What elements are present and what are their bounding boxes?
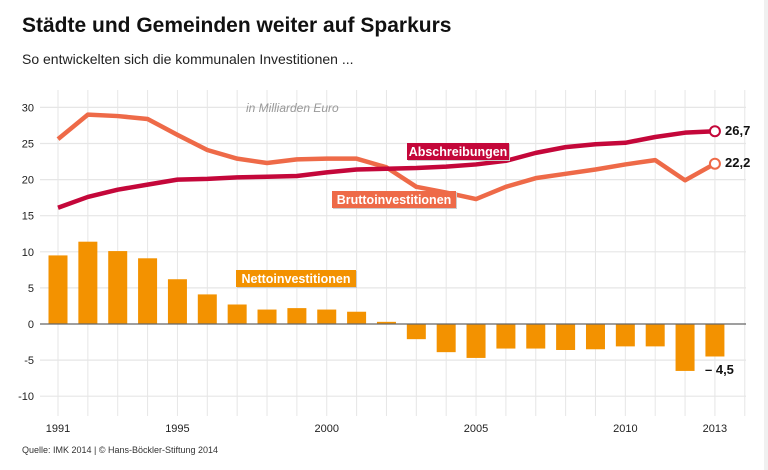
bar-nettoinvestitionen <box>347 311 367 324</box>
legend-label-abschreibungen-box <box>407 143 509 160</box>
bar-nettoinvestitionen <box>675 324 695 371</box>
y-tick-label: 0 <box>28 319 34 331</box>
y-tick-label: 30 <box>22 102 34 114</box>
y-tick-label: 25 <box>22 139 34 151</box>
bar-nettoinvestitionen <box>615 324 635 347</box>
x-tick-label: 1991 <box>46 423 70 435</box>
x-tick-label: 2005 <box>464 423 488 435</box>
bar-nettoinvestitionen <box>496 324 516 349</box>
y-tick-label: -5 <box>24 355 34 367</box>
bar-nettoinvestitionen <box>108 251 128 324</box>
y-tick-label: -10 <box>18 391 34 403</box>
legend-label-abschreibungen: Abschreibungen <box>409 145 508 159</box>
end-label-bruttoinvestitionen: 22,2 <box>725 155 750 170</box>
bar-nettoinvestitionen <box>167 279 187 324</box>
chart-title: Städte und Gemeinden weiter auf Sparkurs <box>22 14 452 37</box>
line-abschreibungen <box>57 128 716 210</box>
x-tick-label: 2013 <box>703 423 727 435</box>
right-edge <box>764 0 768 470</box>
unit-note: in Milliarden Euro <box>246 101 339 115</box>
bar-nettoinvestitionen <box>257 309 277 324</box>
bar-nettoinvestitionen <box>138 258 158 324</box>
chart-subtitle: So entwickelten sich die kommunalen Inve… <box>22 51 354 67</box>
legend-label-bruttoinvestitionen: Bruttoinvestitionen <box>337 193 452 207</box>
bar-nettoinvestitionen <box>197 294 217 324</box>
legend-label-bruttoinvestitionen-box <box>332 191 456 208</box>
bar-nettoinvestitionen <box>48 255 68 324</box>
bar-nettoinvestitionen <box>556 324 576 350</box>
legend-label-nettoinvestitionen-box <box>236 270 356 287</box>
bar-nettoinvestitionen <box>287 308 307 324</box>
bar-nettoinvestitionen <box>705 324 725 357</box>
x-tick-label: 2010 <box>613 423 637 435</box>
source-note: Quelle: IMK 2014 | © Hans-Böckler-Stiftu… <box>22 445 219 455</box>
endpoint-marker <box>708 157 721 170</box>
bar-nettoinvestitionen <box>645 324 665 347</box>
end-label-nettoinvestitionen: – 4,5 <box>705 362 734 377</box>
end-label-abschreibungen: 26,7 <box>725 123 750 138</box>
bar-nettoinvestitionen <box>526 324 546 349</box>
x-tick-label: 2000 <box>314 423 338 435</box>
bar-nettoinvestitionen <box>78 241 98 324</box>
bar-nettoinvestitionen <box>317 309 337 324</box>
y-tick-label: 5 <box>28 283 34 295</box>
bar-nettoinvestitionen <box>585 324 605 350</box>
y-tick-label: 15 <box>22 211 34 223</box>
bar-nettoinvestitionen <box>436 324 456 353</box>
y-tick-label: 10 <box>22 247 34 259</box>
bar-nettoinvestitionen <box>227 304 247 324</box>
x-tick-label: 1995 <box>165 423 189 435</box>
legend-label-nettoinvestitionen: Nettoinvestitionen <box>241 272 350 286</box>
y-tick-label: 20 <box>22 175 34 187</box>
bar-nettoinvestitionen <box>406 324 426 340</box>
bar-nettoinvestitionen <box>376 321 396 324</box>
bar-nettoinvestitionen <box>466 324 486 358</box>
endpoint-marker <box>708 125 721 138</box>
